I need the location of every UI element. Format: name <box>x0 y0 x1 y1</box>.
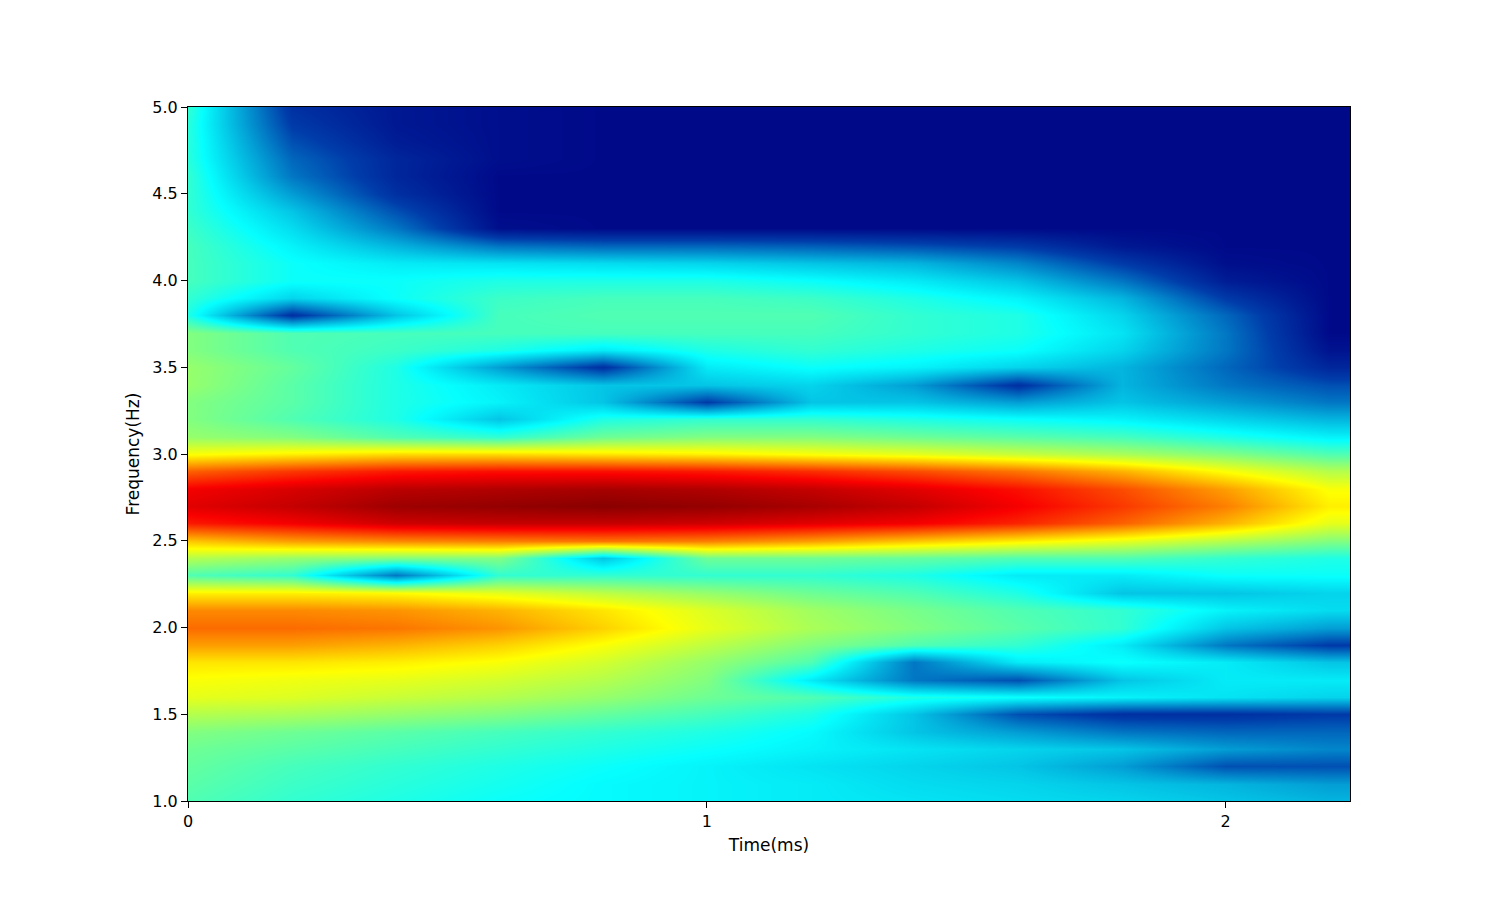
svg-text:0: 0 <box>183 812 193 831</box>
svg-text:Frequency(Hz): Frequency(Hz) <box>123 393 143 516</box>
svg-text:1.0: 1.0 <box>152 792 177 811</box>
svg-text:3.0: 3.0 <box>152 445 177 464</box>
svg-text:2.5: 2.5 <box>152 531 177 550</box>
svg-text:2.0: 2.0 <box>152 618 177 637</box>
svg-text:4.0: 4.0 <box>152 271 177 290</box>
svg-text:5.0: 5.0 <box>152 98 177 117</box>
svg-text:Time(ms): Time(ms) <box>728 835 809 855</box>
svg-text:1: 1 <box>702 812 712 831</box>
svg-text:4.5: 4.5 <box>152 184 177 203</box>
svg-text:2: 2 <box>1220 812 1230 831</box>
svg-text:1.5: 1.5 <box>152 705 177 724</box>
svg-text:3.5: 3.5 <box>152 358 177 377</box>
